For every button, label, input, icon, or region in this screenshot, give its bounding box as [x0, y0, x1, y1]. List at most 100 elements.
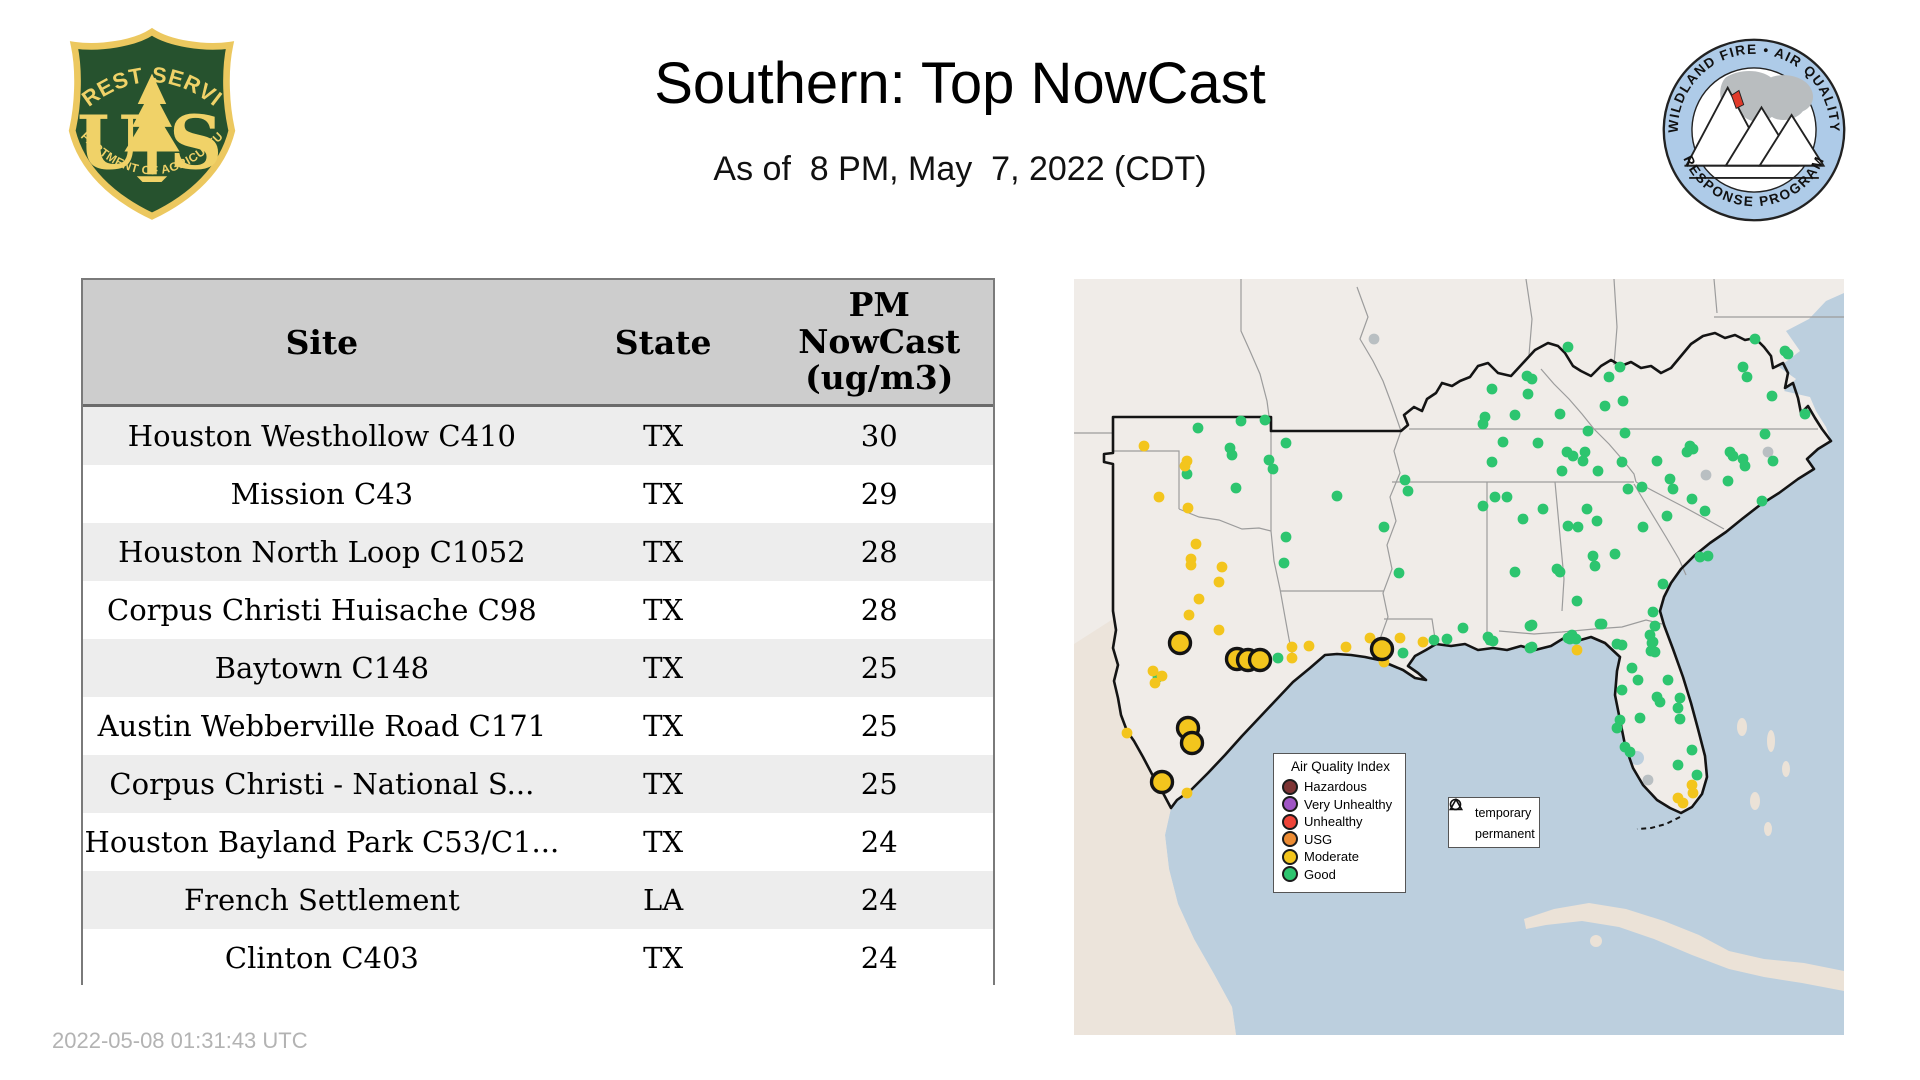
- aqi-color-dot-icon: [1282, 778, 1298, 795]
- monitor-dot-good: [1570, 633, 1582, 645]
- monitor-dot-moderate: [1286, 652, 1298, 664]
- wfaqrp-logo: WILDLAND FIRE • AIR QUALITY RESPONSE PRO…: [1660, 36, 1848, 224]
- monitor-dot-moderate: [1303, 640, 1315, 652]
- monitor-dot-good: [1487, 635, 1499, 647]
- monitor-dot-good: [1393, 567, 1405, 579]
- monitor-dot-good: [1637, 521, 1649, 533]
- monitor-dot-good: [1554, 408, 1566, 420]
- monitor-dot-good: [1662, 674, 1674, 686]
- caribbean-islands: [1524, 718, 1844, 991]
- table-row: Corpus Christi - National S... TX 25: [83, 755, 993, 813]
- aqi-color-dot-icon: [1282, 848, 1298, 865]
- table-row: Baytown C148 TX 25: [83, 639, 993, 697]
- monitor-dot-moderate: [1138, 440, 1150, 452]
- nowcast-table-body: Houston Westhollow C410 TX 30 Mission C43 TX…: [83, 407, 993, 987]
- monitor-dot-good: [1226, 449, 1238, 461]
- monitor-dot-good: [1581, 503, 1593, 515]
- monitor-dot-good: [1599, 400, 1611, 412]
- cell-pm: 24: [860, 882, 898, 917]
- monitor-dot-good: [1767, 455, 1779, 467]
- monitor-dot-good: [1619, 427, 1631, 439]
- monitor-dot-good: [1649, 646, 1661, 658]
- monitor-dot-good: [1562, 341, 1574, 353]
- monitor-dot-good: [1727, 450, 1739, 462]
- cell-state: TX: [643, 535, 684, 569]
- monitor-dot-good: [1634, 712, 1646, 724]
- svg-text:S: S: [169, 100, 223, 187]
- monitor-dot-good: [1737, 361, 1749, 373]
- aqi-color-dot-icon: [1282, 831, 1298, 848]
- table-row: Houston Westhollow C410 TX 30: [83, 407, 993, 465]
- monitor-dot-good: [1486, 383, 1498, 395]
- monitor-dot-good: [1657, 578, 1669, 590]
- marker-legend-permanent: permanent: [1449, 798, 1535, 844]
- monitor-dot-good: [1587, 550, 1599, 562]
- page-title: Southern: Top NowCast: [654, 51, 1266, 116]
- monitor-dot-moderate: [1181, 787, 1193, 799]
- monitor-dot-good: [1782, 348, 1794, 360]
- aqi-map: Air Quality Index Hazardous Very Unhealth…: [1074, 279, 1844, 1035]
- monitor-dot-good: [1611, 722, 1623, 734]
- monitor-dot-good: [1522, 388, 1534, 400]
- southern-region-map: [1074, 279, 1844, 1035]
- monitor-dot-good: [1617, 395, 1629, 407]
- monitor-dot-good: [1636, 481, 1648, 493]
- mainland: [1074, 279, 1844, 1035]
- monitor-dot-good: [1457, 622, 1469, 634]
- cell-state: TX: [643, 651, 684, 685]
- monitor-dot-good: [1749, 333, 1761, 345]
- temporary-monitor-dot-moderate: [1369, 636, 1395, 662]
- cell-state: TX: [643, 941, 684, 975]
- monitor-dot-moderate: [1677, 797, 1689, 809]
- table-row: Corpus Christi Huisache C98 TX 28: [83, 581, 993, 639]
- monitor-dot-moderate: [1286, 641, 1298, 653]
- monitor-dot-good: [1267, 463, 1279, 475]
- monitor-dot-good: [1582, 425, 1594, 437]
- cell-pm: 29: [860, 476, 898, 511]
- monitor-dot-moderate: [1213, 624, 1225, 636]
- monitor-dot-good: [1674, 692, 1686, 704]
- aqi-legend-label: Good: [1304, 866, 1336, 882]
- aqi-legend-label: Hazardous: [1304, 779, 1367, 795]
- monitor-dot-good: [1799, 408, 1811, 420]
- monitor-dot-good: [1532, 437, 1544, 449]
- monitor-dot-good: [1399, 474, 1411, 486]
- monitor-dot-moderate: [1149, 677, 1161, 689]
- monitor-dot-moderate: [1121, 727, 1133, 739]
- mountains-cloud-icon: [1684, 70, 1826, 179]
- forest-service-logo: FOREST SERVICE U S DEPARTMENT OF AGRICUL…: [48, 4, 247, 224]
- monitor-dot-good: [1626, 662, 1638, 674]
- aqi-legend-item: Unhealthy: [1282, 813, 1399, 831]
- monitor-dot-good: [1699, 505, 1711, 517]
- aqi-legend: Air Quality Index Hazardous Very Unhealth…: [1273, 753, 1406, 893]
- wfaqrp-seal-icon: WILDLAND FIRE • AIR QUALITY RESPONSE PRO…: [1662, 38, 1846, 222]
- aqi-legend-label: Very Unhealthy: [1304, 796, 1393, 812]
- monitor-dot-good: [1667, 483, 1679, 495]
- aqi-legend-label: Moderate: [1304, 849, 1359, 865]
- monitor-dot-good: [1624, 746, 1636, 758]
- monitor-dot-good: [1579, 446, 1591, 458]
- monitor-dot-moderate: [1213, 576, 1225, 588]
- monitor-dot-good: [1691, 769, 1703, 781]
- aqi-legend-item: Moderate: [1282, 848, 1399, 866]
- monitor-dots-layer: [1121, 333, 1811, 809]
- cell-state: TX: [643, 593, 684, 627]
- pine-tree-icon: [124, 73, 180, 182]
- monitor-dot-moderate: [1182, 502, 1194, 514]
- monitor-dot-good: [1477, 418, 1489, 430]
- cell-state: TX: [643, 477, 684, 511]
- monitor-dot-good: [1278, 557, 1290, 569]
- monitor-dot-missing: [1700, 469, 1712, 481]
- cell-pm: 24: [860, 940, 898, 975]
- aqi-legend-item: USG: [1282, 831, 1399, 849]
- monitor-dot-good: [1686, 744, 1698, 756]
- monitor-dot-good: [1230, 482, 1242, 494]
- cell-site: French Settlement: [184, 883, 460, 917]
- monitor-dot-good: [1681, 446, 1693, 458]
- monitor-dot-good: [1509, 409, 1521, 421]
- monitor-dot-good: [1694, 551, 1706, 563]
- monitor-dot-moderate: [1153, 491, 1165, 503]
- monitor-dot-moderate: [1183, 609, 1195, 621]
- monitor-dot-good: [1661, 510, 1673, 522]
